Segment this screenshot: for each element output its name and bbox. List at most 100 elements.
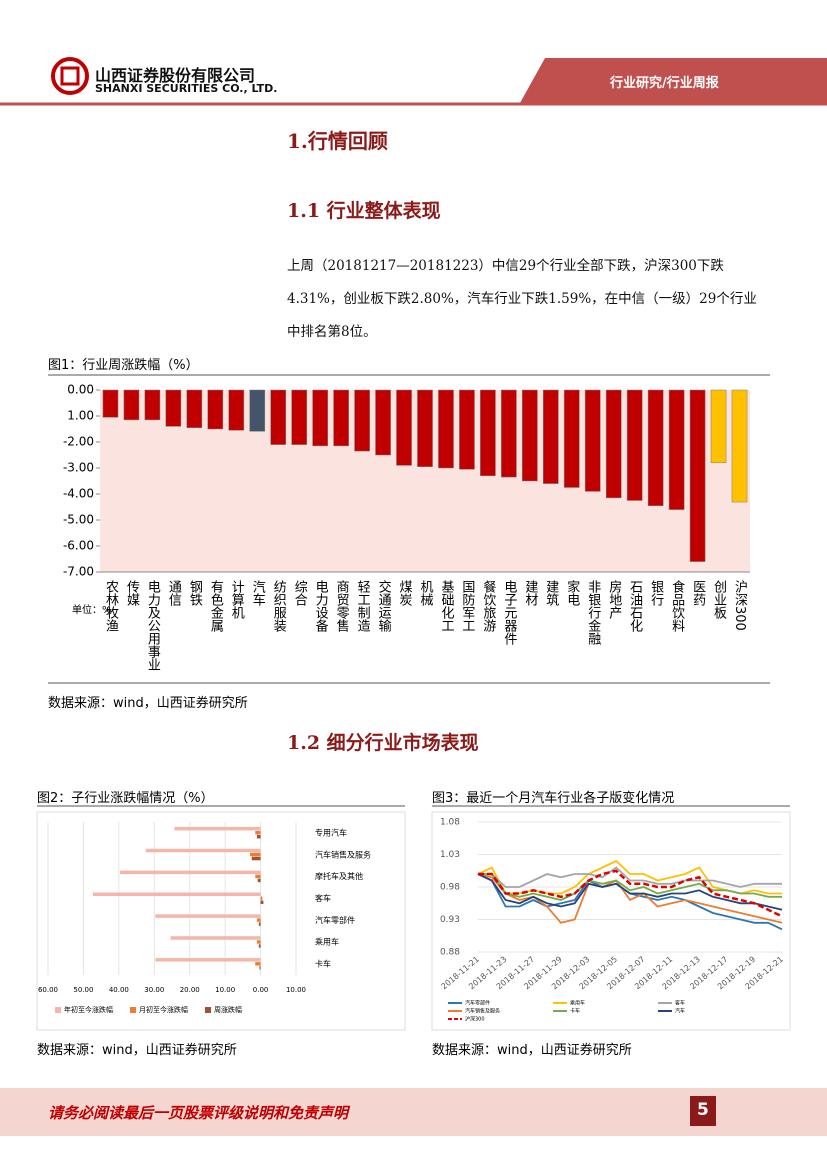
bar bbox=[258, 922, 261, 926]
page-number: 5 bbox=[697, 1100, 709, 1120]
x-tick-label: 机械 bbox=[418, 580, 434, 606]
bar bbox=[119, 870, 261, 875]
bar bbox=[251, 856, 261, 861]
company-en: SHANXI SECURITIES CO., LTD. bbox=[95, 82, 278, 95]
paragraph: 上周（20181217—20181223）中信29个行业全部下跌，沪深300下跌… bbox=[287, 258, 757, 340]
bar bbox=[480, 389, 496, 477]
y-tick-label: 1.03 bbox=[440, 850, 460, 860]
legend-label: 卡车 bbox=[570, 1008, 580, 1015]
fig-frame bbox=[36, 811, 406, 1031]
y-tick-label: -6.00 bbox=[63, 539, 94, 553]
bar bbox=[102, 389, 119, 418]
legend-label: 汽车零部件 bbox=[465, 1000, 490, 1007]
y-tick-label: -2.00 bbox=[63, 435, 94, 449]
bar bbox=[584, 389, 601, 492]
y-tick-label: 1.08 bbox=[440, 818, 460, 828]
line bbox=[477, 859, 782, 895]
bar bbox=[228, 389, 245, 431]
source: 数据来源：wind，山西证券研究所 bbox=[37, 1043, 237, 1058]
bar bbox=[438, 389, 454, 469]
bar bbox=[249, 852, 261, 857]
section-title: 1.2 细分行业市场表现 bbox=[287, 732, 479, 754]
section-title: 1.行情回顾 bbox=[287, 129, 388, 153]
x-tick-label: 汽车 bbox=[250, 580, 266, 606]
bar bbox=[255, 962, 261, 966]
bar bbox=[501, 389, 517, 478]
bar bbox=[375, 389, 391, 456]
x-tick-label: 银行 bbox=[648, 580, 664, 607]
caption: 图3：最近一个月汽车行业各子版变化情况 bbox=[432, 791, 675, 806]
line bbox=[478, 866, 782, 888]
y-tick-label: 0.88 bbox=[440, 948, 460, 958]
x-tick-label: 石油石化 bbox=[627, 580, 643, 633]
bar bbox=[710, 389, 727, 464]
legend-label: 沪深300 bbox=[465, 1016, 485, 1023]
bar bbox=[605, 389, 622, 499]
x-tick-label: 建材 bbox=[522, 580, 538, 606]
y-tick-label: 摩托车及其他 bbox=[315, 871, 363, 881]
bar bbox=[257, 834, 261, 839]
bar bbox=[257, 940, 261, 944]
caption: 图1：行业周涨跌幅（%） bbox=[48, 358, 199, 373]
x-tick-label: 基础化工 bbox=[438, 580, 454, 632]
unit-label: 单位：% bbox=[72, 603, 112, 616]
footer-band bbox=[0, 1088, 827, 1136]
company: 山西证券股份有限公司 bbox=[95, 66, 256, 85]
legend-label: 月初至今涨跌幅 bbox=[139, 1005, 188, 1014]
x-tick-label: 30.00 bbox=[144, 986, 164, 994]
bar bbox=[257, 918, 261, 922]
x-tick-label: 食品饮料 bbox=[669, 579, 685, 632]
legend-label: 周涨跌幅 bbox=[214, 1005, 242, 1014]
bar bbox=[144, 389, 161, 421]
bar bbox=[207, 389, 224, 430]
bar bbox=[155, 958, 261, 962]
x-tick-label: 非银行金融 bbox=[585, 580, 601, 645]
bar bbox=[259, 966, 261, 970]
y-tick-label: 汽车销售及服务 bbox=[315, 849, 371, 859]
bar bbox=[459, 389, 475, 470]
x-tick-label: 0.00 bbox=[253, 986, 269, 994]
source: 数据来源：wind，山西证券研究所 bbox=[432, 1043, 632, 1058]
legend-label: 乘用车 bbox=[570, 1000, 585, 1007]
x-tick-label: 房地产 bbox=[606, 579, 622, 620]
x-tick-label: 建筑 bbox=[543, 580, 559, 607]
bar bbox=[647, 389, 664, 506]
disclaimer: 请务必阅读最后一页股票评级说明和免责声明 bbox=[48, 1104, 349, 1122]
x-tick-label: 通信 bbox=[166, 580, 182, 606]
x-tick-label: 轻工制造 bbox=[355, 580, 371, 633]
x-tick-label: 餐饮旅游 bbox=[480, 579, 496, 632]
bar bbox=[522, 389, 538, 482]
bar bbox=[333, 389, 349, 447]
bar bbox=[354, 389, 370, 452]
bar bbox=[417, 389, 433, 467]
x-tick-label: 电子元器件 bbox=[501, 580, 517, 645]
bar bbox=[170, 936, 261, 940]
x-tick-label: 钢铁 bbox=[187, 580, 203, 606]
y-tick-label: 0.00 bbox=[67, 383, 94, 397]
x-tick-label: 家电 bbox=[564, 579, 580, 606]
legend-label: 客车 bbox=[675, 1000, 685, 1007]
x-tick-label: 电力及公用事业 bbox=[145, 580, 161, 671]
bar bbox=[260, 900, 264, 904]
x-tick-label: 纺织服装 bbox=[271, 580, 287, 632]
x-tick-label: 医药 bbox=[690, 580, 706, 606]
legend-swatch bbox=[205, 1007, 211, 1013]
line bbox=[478, 869, 783, 918]
x-tick-label: 商贸零售 bbox=[334, 580, 350, 632]
bar bbox=[626, 389, 643, 501]
y-tick-label: -5.00 bbox=[63, 513, 94, 527]
bar bbox=[123, 389, 140, 421]
bar bbox=[174, 826, 261, 831]
y-tick-label: 卡车 bbox=[315, 959, 331, 969]
x-tick-label: 10.00 bbox=[215, 986, 235, 994]
y-tick-label: -4.00 bbox=[63, 487, 94, 501]
x-tick-label: 创业板 bbox=[711, 580, 727, 620]
bar bbox=[270, 389, 287, 445]
category: 行业研究/行业周报 bbox=[610, 76, 719, 91]
y-tick-label: 0.93 bbox=[440, 915, 460, 925]
bar bbox=[291, 389, 307, 445]
x-tick-label: 10.00 bbox=[286, 986, 306, 994]
bar bbox=[260, 896, 263, 900]
bar bbox=[731, 389, 748, 503]
